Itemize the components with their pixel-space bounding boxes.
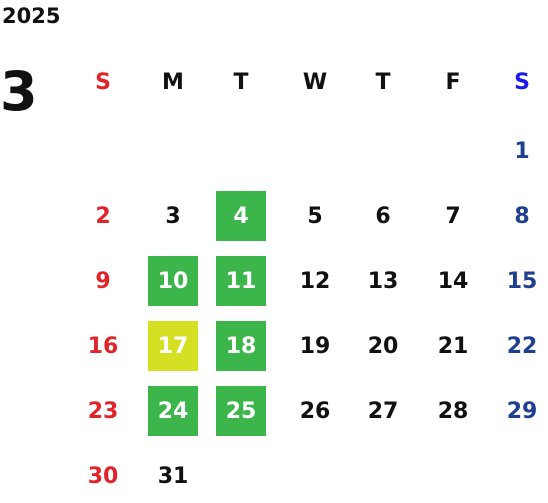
- day-cell: 2: [95, 203, 111, 229]
- weekday-header: T: [375, 69, 391, 95]
- day-cell: 20: [367, 333, 399, 359]
- day-cell: 11: [216, 256, 266, 306]
- day-cell: 6: [375, 203, 391, 229]
- day-cell: 31: [157, 463, 189, 489]
- day-cell: 5: [307, 203, 323, 229]
- day-cell: 3: [165, 203, 181, 229]
- day-cell: 21: [437, 333, 469, 359]
- day-cell: 10: [148, 256, 198, 306]
- year: 2025: [2, 4, 61, 28]
- weekday-header: T: [233, 69, 249, 95]
- day-cell: 25: [216, 386, 266, 436]
- weekday-header: M: [162, 69, 184, 95]
- day-cell: 18: [216, 321, 266, 371]
- day-cell: 13: [367, 268, 399, 294]
- weekday-header: S: [95, 69, 111, 95]
- day-cell: 16: [87, 333, 119, 359]
- day-cell: 23: [87, 398, 119, 424]
- day-cell: 7: [445, 203, 461, 229]
- day-cell: 27: [367, 398, 399, 424]
- day-cell: 8: [514, 203, 530, 229]
- day-cell: 1: [514, 138, 530, 164]
- day-cell: 26: [299, 398, 331, 424]
- day-cell: 29: [506, 398, 538, 424]
- day-cell: 30: [87, 463, 119, 489]
- day-cell: 9: [95, 268, 111, 294]
- day-cell: 22: [506, 333, 538, 359]
- day-cell: 28: [437, 398, 469, 424]
- day-cell: 12: [299, 268, 331, 294]
- day-cell: 19: [299, 333, 331, 359]
- day-cell: 4: [216, 191, 266, 241]
- day-cell: 14: [437, 268, 469, 294]
- weekday-header: W: [302, 69, 328, 95]
- day-cell: 17: [148, 321, 198, 371]
- day-cell: 15: [506, 268, 538, 294]
- month: 3: [0, 60, 38, 123]
- day-cell: 24: [148, 386, 198, 436]
- weekday-header: S: [514, 69, 530, 95]
- weekday-header: F: [445, 69, 461, 95]
